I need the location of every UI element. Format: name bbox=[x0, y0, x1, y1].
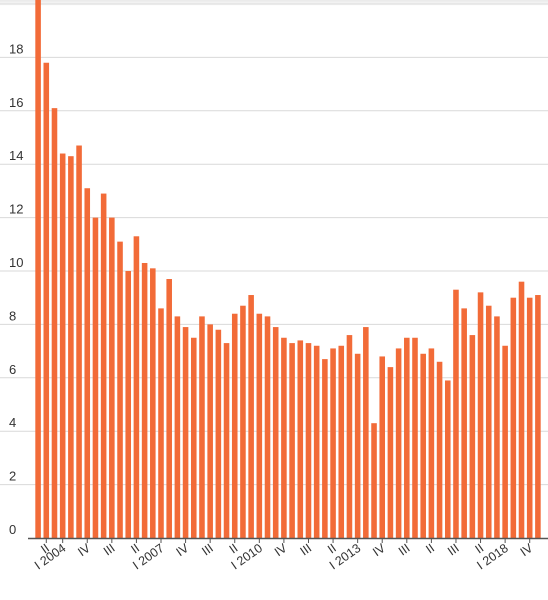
bar bbox=[404, 337, 410, 538]
bar bbox=[223, 343, 230, 538]
bar bbox=[231, 313, 238, 538]
bar bbox=[346, 335, 353, 538]
bar bbox=[281, 337, 287, 538]
bar bbox=[338, 345, 345, 538]
bar bbox=[428, 348, 435, 538]
bar bbox=[494, 316, 500, 538]
bar bbox=[92, 217, 99, 538]
bar bbox=[256, 313, 263, 538]
bar bbox=[412, 337, 418, 538]
bar bbox=[453, 289, 459, 538]
bar bbox=[420, 353, 426, 538]
x-tick-label: II bbox=[423, 541, 437, 556]
bar bbox=[100, 193, 107, 538]
bar bbox=[518, 281, 525, 538]
bar bbox=[444, 380, 451, 538]
bar bbox=[379, 356, 386, 538]
bar bbox=[469, 335, 476, 538]
bar bbox=[158, 308, 164, 538]
x-tick-label: III bbox=[199, 541, 216, 558]
bar bbox=[510, 297, 517, 538]
bar bbox=[313, 345, 320, 538]
y-tick-label: 0 bbox=[9, 522, 16, 537]
bar bbox=[59, 153, 66, 538]
bar bbox=[477, 292, 484, 538]
x-tick-label: IV bbox=[75, 541, 93, 560]
x-tick-label: IV bbox=[370, 541, 388, 560]
bar bbox=[109, 217, 115, 538]
top-shadow bbox=[0, 0, 548, 6]
x-tick-label: III bbox=[396, 541, 413, 558]
bar bbox=[305, 343, 312, 538]
x-tick-label: IV bbox=[174, 541, 192, 560]
bar bbox=[395, 348, 402, 538]
y-tick-label: 4 bbox=[9, 415, 16, 430]
bar bbox=[141, 262, 148, 538]
x-tick-label: III bbox=[298, 541, 315, 558]
bar bbox=[240, 305, 246, 538]
bar bbox=[363, 327, 369, 538]
y-tick-label: 16 bbox=[9, 95, 23, 110]
bar bbox=[133, 236, 140, 539]
bar bbox=[166, 279, 172, 538]
bar bbox=[68, 156, 74, 538]
bar bbox=[150, 268, 156, 538]
bar bbox=[76, 145, 82, 538]
bar bbox=[248, 295, 254, 538]
bar bbox=[51, 108, 58, 538]
x-tick-label: I 2004 bbox=[32, 541, 69, 572]
y-tick-label: 10 bbox=[9, 255, 23, 270]
bar bbox=[322, 359, 328, 538]
bar bbox=[215, 329, 222, 538]
x-tick-label: IV bbox=[518, 541, 536, 560]
bar bbox=[117, 241, 123, 538]
y-tick-label: 12 bbox=[9, 202, 23, 217]
bar bbox=[84, 188, 91, 539]
y-tick-label: 6 bbox=[9, 362, 16, 377]
bar bbox=[371, 423, 377, 538]
bar bbox=[330, 348, 336, 538]
y-tick-label: 14 bbox=[9, 148, 23, 163]
y-tick-label: 8 bbox=[9, 308, 16, 323]
bar bbox=[297, 340, 304, 538]
bar bbox=[125, 271, 132, 538]
bar bbox=[526, 297, 533, 538]
bar bbox=[174, 316, 181, 538]
bar bbox=[436, 361, 443, 538]
bar bbox=[207, 324, 213, 538]
bar bbox=[461, 308, 467, 538]
bar bbox=[43, 62, 50, 539]
y-tick-label: 20 bbox=[9, 0, 23, 3]
bar bbox=[354, 353, 361, 538]
bar bbox=[182, 327, 189, 538]
bar bbox=[387, 367, 394, 538]
bar bbox=[535, 295, 541, 538]
bar bbox=[289, 343, 295, 538]
bar bbox=[264, 316, 271, 538]
y-axis-ticks: 0 2 4 6 8 10 12 14 16 18 20 bbox=[9, 0, 23, 537]
bar bbox=[35, 0, 41, 538]
x-tick-label: III bbox=[101, 541, 118, 558]
bars bbox=[35, 0, 541, 539]
x-axis-ticks: III 2004 IV III III 2007 IV III III 2010 IV III I… bbox=[32, 538, 536, 572]
y-tick-label: 2 bbox=[9, 469, 16, 484]
y-tick-label: 18 bbox=[9, 41, 23, 56]
bar bbox=[190, 337, 197, 538]
bar bbox=[272, 327, 279, 538]
x-tick-label: IV bbox=[272, 541, 290, 560]
bar bbox=[502, 345, 508, 538]
bar bbox=[199, 316, 205, 538]
x-tick-label: III bbox=[445, 541, 462, 558]
bar bbox=[485, 305, 492, 538]
